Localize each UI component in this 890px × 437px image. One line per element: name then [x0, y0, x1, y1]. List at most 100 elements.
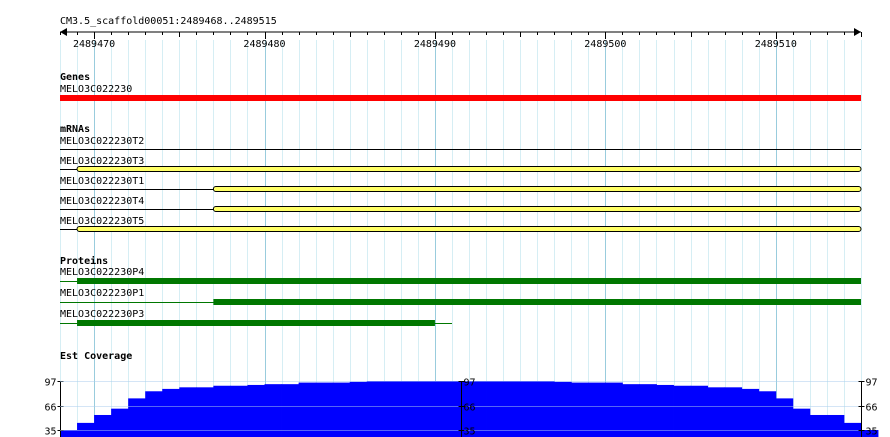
est-coverage-bar — [264, 384, 282, 437]
est-coverage-bar — [605, 382, 623, 437]
est-coverage-bar — [417, 381, 436, 437]
est-scale-label: 35 — [866, 427, 878, 437]
proteins-track: Proteins MELO3C022230P4MELO3C022230P1MEL… — [60, 255, 862, 326]
est-scale-axes: 97 66 35 97 66 35 97 66 35 — [44, 378, 878, 437]
mrna-label[interactable]: MELO3C022230T2 — [60, 136, 144, 147]
est-coverage-bar — [775, 398, 794, 437]
est-coverage-bar — [792, 408, 811, 437]
ruler-tick-label: 2489490 — [414, 39, 456, 50]
ruler-left-arrow-icon[interactable] — [60, 28, 67, 36]
est-coverage-track: Est Coverage 97 66 35 97 66 35 97 66 35 — [44, 351, 879, 437]
est-coverage-bar — [861, 430, 879, 437]
est-coverage-bar — [60, 430, 78, 437]
protein-label[interactable]: MELO3C022230P3 — [60, 309, 144, 320]
est-coverage-bar — [843, 422, 862, 437]
est-coverage-bar — [486, 381, 504, 437]
ruler-tick-label: 2489480 — [243, 39, 285, 50]
est-coverage-bar — [588, 382, 606, 437]
mrna-exon-bar[interactable] — [76, 226, 862, 232]
mrna-label[interactable]: MELO3C022230T3 — [60, 156, 144, 167]
ruler-right-arrow-icon[interactable] — [854, 28, 861, 36]
est-coverage-bar — [281, 384, 299, 437]
ruler-tick-label: 2489470 — [73, 39, 115, 50]
gene-label[interactable]: MELO3C022230 — [60, 84, 132, 95]
est-coverage-bar — [145, 391, 163, 437]
ruler-tick-label: 2489500 — [584, 39, 626, 50]
ruler-ticks — [60, 32, 862, 39]
est-track-title: Est Coverage — [60, 351, 132, 362]
mrna-label[interactable]: MELO3C022230T4 — [60, 196, 144, 207]
est-coverage-bar — [315, 382, 334, 437]
est-coverage-bar — [451, 381, 470, 437]
grid-lines — [60, 40, 862, 437]
est-coverage-bar — [196, 387, 214, 437]
est-coverage-bar — [247, 384, 265, 437]
est-coverage-bar — [520, 381, 538, 437]
est-coverage-bar — [707, 387, 726, 437]
ruler-tick-label: 2489510 — [755, 39, 797, 50]
est-scale-label: 66 — [464, 403, 476, 414]
est-coverage-bar — [741, 388, 760, 437]
ruler-tick-labels: 2489470 2489480 2489490 2489500 2489510 — [73, 39, 797, 50]
est-coverage-bar — [826, 414, 845, 437]
est-scale-label: 66 — [44, 403, 56, 414]
mrna-features: MELO3C022230T2 MELO3C022230T3 MELO3C022230… — [60, 136, 862, 232]
gene-feature-bar[interactable] — [60, 95, 861, 101]
est-coverage-bar — [349, 381, 368, 437]
protein-bar[interactable] — [77, 320, 435, 326]
est-coverage-bar — [400, 381, 419, 437]
mrnas-track: mRNAs MELO3C022230T2MELO3C022230T3MELO3C… — [60, 124, 862, 232]
est-coverage-bar — [673, 385, 691, 437]
est-scale-label: 66 — [866, 403, 878, 414]
est-coverage-bar — [469, 381, 487, 437]
ruler: CM3.5_scaffold00051:2489468..2489515 248… — [60, 16, 862, 50]
est-coverage-bar — [298, 382, 317, 437]
est-coverage-bar — [94, 414, 112, 437]
est-scale-label: 97 — [44, 378, 56, 389]
genes-track-title: Genes — [60, 72, 90, 83]
est-coverage-bar — [724, 387, 743, 437]
locus-label: CM3.5_scaffold00051:2489468..2489515 — [60, 16, 277, 27]
est-scale-label: 35 — [464, 427, 476, 437]
protein-label[interactable]: MELO3C022230P1 — [60, 288, 144, 299]
est-coverage-bar — [128, 398, 146, 437]
est-coverage-bar — [809, 414, 828, 437]
est-coverage-bar — [503, 381, 521, 437]
est-coverage-bar — [434, 381, 453, 437]
est-coverage-bar — [111, 408, 129, 437]
est-coverage-bar — [656, 384, 674, 437]
est-coverage-bar — [162, 388, 180, 437]
est-coverage-bar — [554, 381, 572, 437]
genes-track: Genes MELO3C022230 — [60, 72, 861, 101]
mrna-exon-bar[interactable] — [212, 206, 862, 212]
est-scale-label: 97 — [464, 378, 476, 389]
mrnas-track-title: mRNAs — [60, 124, 90, 135]
protein-bar[interactable] — [213, 299, 861, 305]
est-coverage-histogram — [60, 381, 879, 437]
protein-features: MELO3C022230P4 MELO3C022230P1 MELO3C022230… — [60, 267, 862, 326]
est-coverage-bar — [213, 385, 231, 437]
est-coverage-bar — [571, 382, 589, 437]
est-coverage-bar — [622, 384, 640, 437]
est-scale-label: 35 — [44, 427, 56, 437]
est-coverage-bar — [230, 385, 248, 437]
est-coverage-bar — [758, 391, 777, 437]
est-scale-label: 97 — [866, 378, 878, 389]
protein-label[interactable]: MELO3C022230P4 — [60, 267, 144, 278]
est-coverage-bar — [179, 387, 197, 437]
mrna-exon-bar[interactable] — [76, 166, 862, 172]
est-coverage-bar — [332, 382, 351, 437]
est-coverage-bar — [639, 384, 657, 437]
est-coverage-bar — [537, 381, 555, 437]
protein-bar[interactable] — [77, 278, 862, 284]
est-coverage-bar — [77, 422, 95, 437]
est-coverage-bar — [383, 381, 402, 437]
est-coverage-bar — [366, 381, 385, 437]
mrna-label[interactable]: MELO3C022230T5 — [60, 216, 144, 227]
mrna-label[interactable]: MELO3C022230T1 — [60, 176, 144, 187]
est-coverage-bar — [690, 385, 709, 437]
mrna-exon-bar[interactable] — [212, 186, 862, 192]
proteins-track-title: Proteins — [60, 255, 108, 267]
